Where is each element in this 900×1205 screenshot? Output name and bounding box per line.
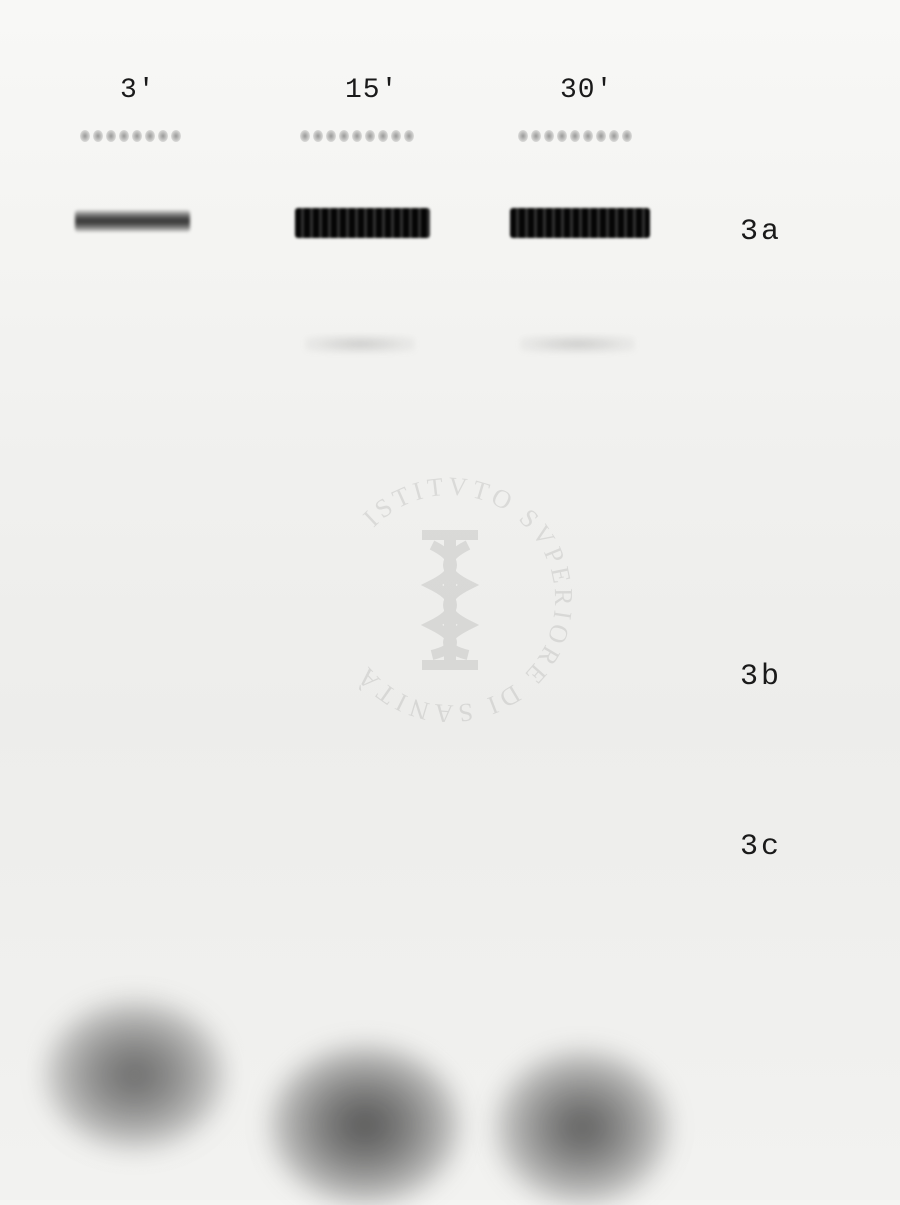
band-faint-lane3 — [520, 335, 635, 353]
band-3a-lane1 — [75, 210, 190, 232]
svg-text:ISTITVTO SVPERIORE DI SANITÀ: ISTITVTO SVPERIORE DI SANITÀ — [349, 471, 578, 728]
lane-label-1: 3' — [120, 75, 156, 106]
row-label-a: 3a — [740, 215, 782, 249]
band-faint-lane2 — [305, 335, 415, 353]
band-3a-lane3 — [510, 208, 650, 238]
blob-lane2 — [270, 1045, 460, 1205]
row-label-b: 3b — [740, 660, 782, 694]
lane-label-3: 30' — [560, 75, 613, 106]
lane-label-2: 15' — [345, 75, 398, 106]
watermark: ISTITVTO SVPERIORE DI SANITÀ — [310, 460, 590, 740]
blob-lane1 — [45, 1000, 225, 1150]
band-3a-lane2 — [295, 208, 430, 238]
well-dots-lane2 — [300, 130, 414, 142]
row-label-c: 3c — [740, 830, 782, 864]
well-dots-lane3 — [518, 130, 632, 142]
gel-image: 3' 15' 30' 3a 3b 3c ISTITVTO SVP — [0, 0, 900, 1200]
watermark-text: ISTITVTO SVPERIORE DI SANITÀ — [349, 471, 578, 728]
blob-lane3 — [495, 1050, 670, 1205]
well-dots-lane1 — [80, 130, 181, 142]
